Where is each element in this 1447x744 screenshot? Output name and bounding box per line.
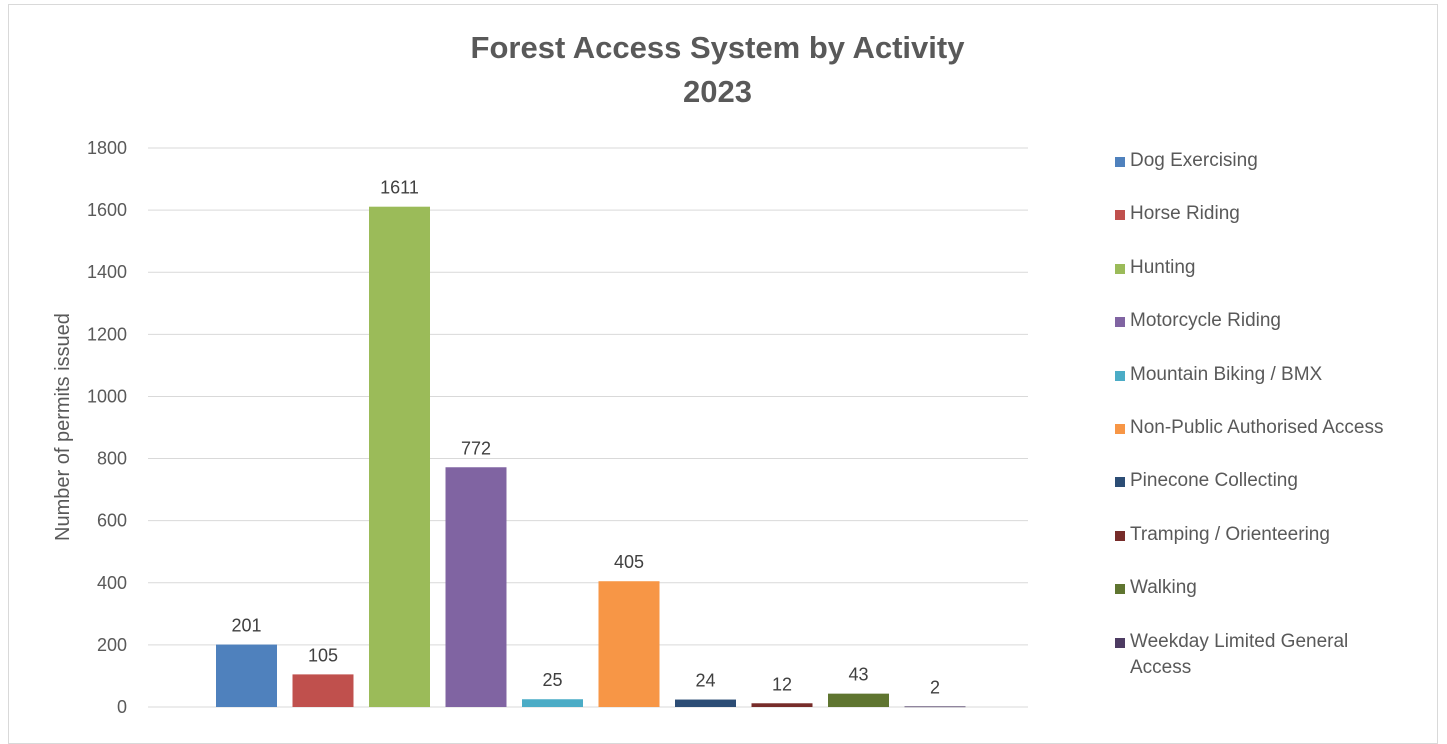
bar	[369, 206, 430, 707]
y-tick-label: 800	[97, 449, 127, 469]
data-labels: 201 105 1611 772 25 405 24 12 43 2	[231, 178, 940, 698]
legend-item: Weekday Limited General Access	[1115, 629, 1400, 681]
data-label: 25	[542, 670, 562, 690]
bar	[598, 581, 660, 707]
legend-label: Tramping / Orienteering	[1130, 523, 1330, 545]
bars	[216, 206, 966, 708]
legend-item: Tramping / Orienteering	[1115, 522, 1430, 548]
data-label: 105	[308, 645, 338, 665]
legend-swatch	[1115, 477, 1125, 488]
bar	[904, 706, 966, 708]
legend-item: Hunting	[1115, 255, 1430, 281]
y-axis-label: Number of permits issued	[52, 313, 74, 541]
bar	[445, 467, 507, 707]
bar	[751, 703, 813, 707]
y-tick-label: 600	[97, 511, 127, 531]
bar	[522, 699, 583, 707]
bar	[675, 699, 736, 707]
y-tick-label: 400	[97, 573, 127, 593]
data-label: 43	[848, 665, 868, 685]
legend-label: Hunting	[1130, 256, 1196, 278]
data-label: 24	[695, 671, 715, 691]
legend-item: Dog Exercising	[1115, 148, 1430, 174]
legend-item: Mountain Biking / BMX	[1115, 362, 1430, 388]
legend-label: Motorcycle Riding	[1130, 310, 1281, 332]
legend-label: Horse Riding	[1130, 203, 1240, 225]
legend-item: Motorcycle Riding	[1115, 308, 1430, 334]
legend-item: Walking	[1115, 575, 1430, 601]
bar	[828, 693, 889, 707]
y-tick-label: 200	[97, 635, 127, 655]
legend-label: Pinecone Collecting	[1130, 470, 1298, 492]
data-label: 1611	[380, 178, 419, 198]
legend-swatch	[1115, 157, 1125, 167]
y-tick-label: 1200	[87, 324, 127, 344]
legend-label: Walking	[1130, 577, 1197, 599]
chart-title-main: Forest Access System by Activity	[470, 30, 965, 65]
y-tick-label: 1000	[87, 386, 127, 406]
bar	[216, 644, 277, 707]
legend-item: Horse Riding	[1115, 201, 1430, 227]
bar	[292, 674, 354, 707]
y-tick-label: 0	[117, 697, 127, 717]
legend-swatch	[1115, 584, 1125, 595]
legend-label: Mountain Biking / BMX	[1130, 363, 1323, 385]
legend-label: Non-Public Authorised Access	[1130, 417, 1384, 438]
chart-frame	[8, 4, 1438, 744]
legend-swatch	[1115, 370, 1125, 381]
data-label: 405	[614, 552, 644, 572]
legend-swatch	[1115, 637, 1125, 648]
data-label: 772	[461, 438, 491, 458]
legend-swatch	[1115, 530, 1125, 541]
legend-item: Pinecone Collecting	[1115, 468, 1430, 494]
legend-item: Non-Public Authorised Access	[1115, 415, 1430, 441]
y-tick-label: 1600	[87, 200, 127, 220]
legend-label: Dog Exercising	[1130, 150, 1258, 171]
chart-title: Forest Access System by Activity 2023	[290, 26, 1145, 114]
data-label: 2	[930, 677, 940, 697]
y-tick-label: 1800	[87, 138, 127, 158]
legend-swatch	[1115, 210, 1125, 221]
legend-label: Weekday Limited General Access	[1130, 630, 1349, 678]
data-label: 12	[772, 674, 792, 694]
chart-title-year: 2023	[683, 74, 752, 109]
y-axis-ticks: 0 200 400 600 800 1000 1200 1400 1600 1800	[87, 138, 127, 717]
gridlines	[148, 147, 1028, 708]
legend-swatch	[1115, 424, 1125, 434]
y-tick-label: 1400	[87, 262, 127, 282]
data-label: 201	[231, 616, 261, 636]
legend-swatch	[1115, 263, 1125, 274]
legend-swatch	[1115, 317, 1125, 328]
